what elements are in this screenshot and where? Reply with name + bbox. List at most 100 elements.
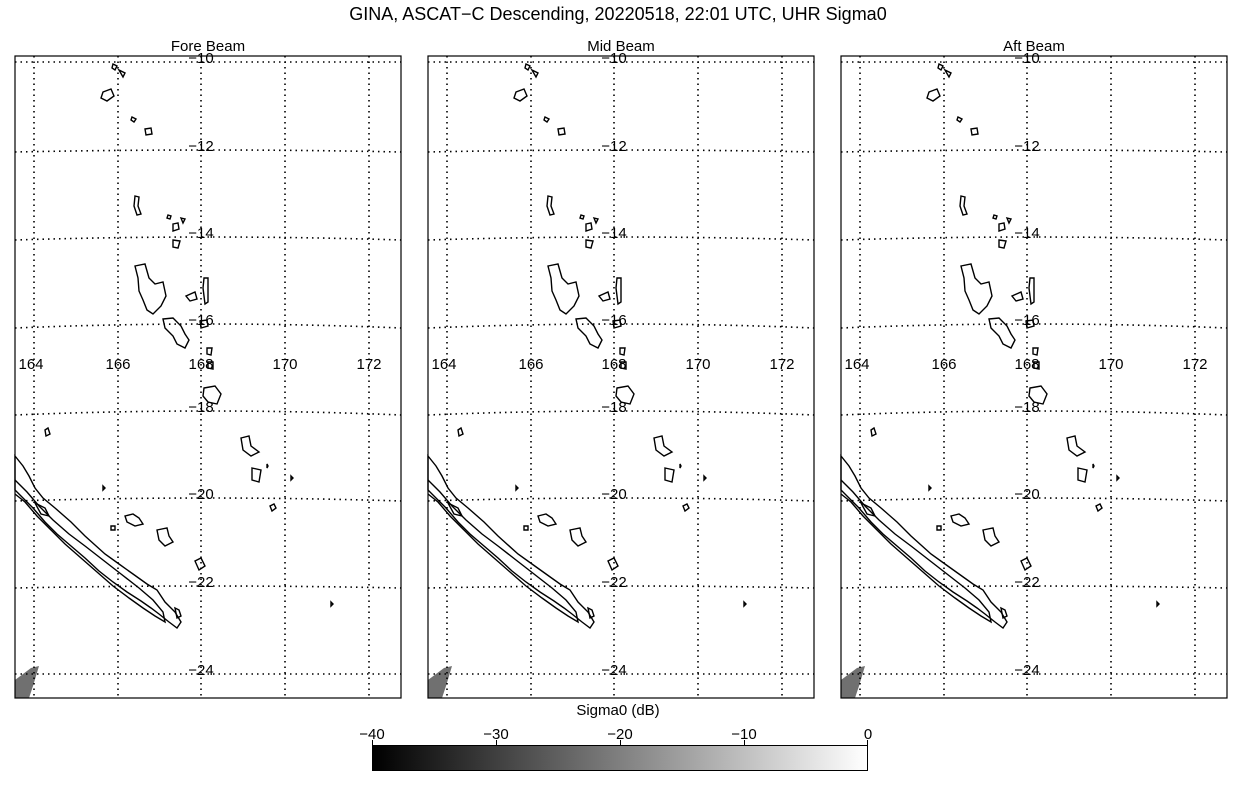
coastline (117, 68, 126, 79)
coastline (840, 479, 992, 624)
coastline (251, 467, 262, 483)
coastline (524, 62, 531, 72)
coastline (330, 600, 334, 608)
parallel-gridline (427, 149, 815, 153)
coastline (988, 317, 1016, 349)
map-frame (427, 55, 815, 699)
coastline (515, 484, 519, 492)
parallel-gridline (14, 585, 402, 589)
colorbar-tick-label: −20 (607, 726, 633, 743)
latitude-label: −14 (601, 225, 626, 242)
longitude-label: 172 (1182, 356, 1207, 373)
coastline (111, 62, 118, 72)
coastline (998, 222, 1006, 232)
coastline (937, 62, 944, 72)
coastline (102, 484, 106, 492)
coastline (959, 195, 968, 216)
coastline (266, 463, 269, 469)
longitude-label: 164 (844, 356, 869, 373)
coastline (1028, 277, 1035, 306)
latitude-label: −22 (1014, 574, 1039, 591)
coastline (619, 347, 626, 356)
coastline (1116, 474, 1120, 482)
coastline (1066, 435, 1087, 457)
coastline (840, 454, 1008, 630)
coastline (194, 557, 206, 572)
latitude-label: −10 (601, 50, 626, 67)
fore-beam-panel: 164 166 168 170 172 −10 −12 −14 −16 −18 −20 −22 −24 … (14, 38, 402, 699)
coastline (202, 277, 209, 306)
coastline (427, 479, 579, 624)
parallel-gridline (427, 410, 815, 416)
coastline (130, 116, 138, 123)
longitude-label: 170 (685, 356, 710, 373)
longitude-label: 164 (431, 356, 456, 373)
coastline (936, 525, 942, 531)
colorbar-title: Sigma0 (dB) (576, 702, 660, 719)
coastline (156, 527, 175, 547)
aft-beam-panel: 164 166 168 170 172 −10 −12 −14 −16 −18 −20 −22 −24 … (840, 38, 1228, 699)
coastline (569, 527, 588, 547)
parallel-gridline (840, 236, 1228, 241)
latitude-label: −22 (188, 574, 213, 591)
coastline (100, 88, 115, 102)
coastline (1077, 467, 1088, 483)
latitude-label: −14 (188, 225, 213, 242)
coastline (926, 88, 941, 102)
coastline (557, 127, 566, 136)
parallel-gridline (840, 585, 1228, 589)
latitude-label: −20 (1014, 486, 1039, 503)
coastline (998, 239, 1007, 249)
coastline (179, 216, 187, 225)
latitude-label: −18 (601, 399, 626, 416)
coastline (523, 525, 529, 531)
parallel-gridline (840, 410, 1228, 416)
coastline (607, 557, 619, 572)
latitude-label: −24 (188, 662, 213, 679)
coastline (269, 503, 277, 513)
coastline (615, 277, 622, 306)
map-canvas: 164 166 168 170 172 −10 −12 −14 −16 −18 −20 −22 −24 (840, 50, 1228, 699)
coastline (427, 454, 595, 630)
coastline (612, 319, 622, 329)
coastline (290, 474, 294, 482)
colorbar-tick (867, 740, 868, 745)
coastline (575, 317, 603, 349)
coastline (14, 454, 182, 630)
coastline (240, 435, 261, 457)
coastline (859, 501, 877, 518)
parallel-gridline (840, 497, 1228, 502)
map-frame (840, 55, 1228, 699)
coastline (1005, 216, 1013, 225)
latitude-label: −18 (188, 399, 213, 416)
coastline (1020, 557, 1032, 572)
coastline (1032, 347, 1039, 356)
longitude-label: 166 (105, 356, 130, 373)
colorbar (372, 745, 868, 771)
coastline (870, 426, 877, 438)
map-canvas: 164 166 168 170 172 −10 −12 −14 −16 −18 −20 −22 −24 (14, 50, 402, 699)
coastline (620, 361, 627, 370)
latitude-label: −20 (601, 486, 626, 503)
colorbar-tick-label: −10 (731, 726, 757, 743)
parallel-gridline (840, 149, 1228, 153)
coastline (33, 501, 51, 518)
coastline (956, 116, 964, 123)
coastline (543, 116, 551, 123)
colorbar-tick (744, 740, 745, 745)
parallel-gridline (14, 149, 402, 153)
latitude-label: −16 (188, 312, 213, 329)
coastline (457, 426, 464, 438)
coastline (970, 127, 979, 136)
longitude-label: 172 (769, 356, 794, 373)
coastline (943, 68, 952, 79)
coastline (592, 216, 600, 225)
parallel-gridline (427, 585, 815, 589)
coastline (982, 527, 1001, 547)
coastline (110, 525, 116, 531)
coastline (585, 222, 593, 232)
coastline (587, 606, 595, 620)
coastline (1092, 463, 1095, 469)
parallel-gridline (14, 497, 402, 502)
longitude-label: 164 (18, 356, 43, 373)
